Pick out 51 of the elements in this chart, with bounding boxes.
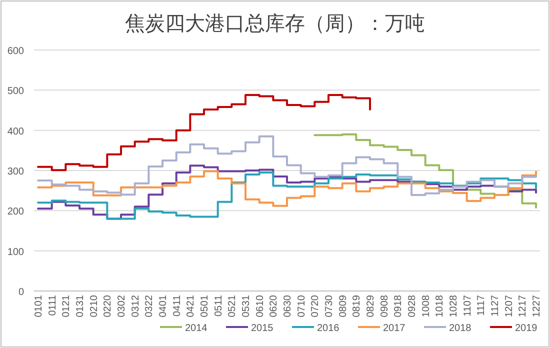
x-tick-label: 0809 — [338, 294, 349, 318]
x-tick-label: 0630 — [282, 294, 294, 318]
x-tick-label: 0511 — [213, 294, 224, 317]
x-tick-label: 0401 — [158, 294, 169, 318]
chart-title: 焦炭四大港口总库存（周）：万吨 — [125, 13, 425, 35]
x-tick-label: 1107 — [462, 294, 474, 317]
x-tick-label: 0829 — [366, 294, 376, 318]
x-tick-label: 0928 — [407, 294, 418, 318]
legend-label: 2015 — [251, 323, 274, 334]
y-tick-label: 200 — [7, 206, 24, 218]
x-tick-label: 0710 — [296, 294, 308, 318]
x-tick-label: 0101 — [34, 294, 44, 318]
x-tick-label: 1117 — [476, 294, 488, 316]
x-tick-label: 0620 — [268, 294, 280, 318]
y-tick-label: 300 — [7, 166, 24, 178]
y-tick-label: 0 — [18, 287, 24, 298]
x-tick-label: 0730 — [324, 294, 335, 318]
x-tick-label: 0610 — [254, 294, 266, 318]
x-tick-label: 0521 — [227, 294, 238, 318]
y-tick-label: 100 — [7, 246, 24, 258]
x-tick-label: 0501 — [200, 294, 210, 318]
y-tick-label: 500 — [7, 86, 24, 98]
x-tick-label: 0302 — [116, 294, 128, 318]
x-tick-label: 0819 — [352, 294, 363, 318]
x-tick-label: 0531 — [241, 294, 252, 318]
x-tick-label: 0720 — [310, 294, 322, 318]
y-tick-label: 400 — [7, 126, 24, 138]
x-tick-label: 0121 — [61, 294, 72, 318]
x-tick-label: 0111 — [47, 294, 58, 316]
x-tick-label: 0322 — [144, 294, 156, 318]
x-tick-label: 1207 — [504, 294, 515, 318]
legend-label: 2017 — [383, 323, 406, 334]
x-tick-label: 0131 — [75, 294, 86, 318]
x-tick-label: 0918 — [393, 294, 404, 318]
x-tick-label: 1018 — [434, 294, 446, 318]
legend-label: 2018 — [449, 323, 472, 334]
x-tick-label: 0312 — [130, 294, 142, 318]
x-tick-label: 0220 — [102, 294, 114, 318]
x-tick-label: 0210 — [88, 294, 100, 318]
legend-label: 2014 — [185, 323, 208, 334]
x-tick-label: 1227 — [532, 294, 542, 318]
x-tick-label: 1028 — [448, 294, 460, 318]
legend-label: 2019 — [515, 323, 538, 334]
y-tick-label: 600 — [7, 46, 24, 57]
x-tick-label: 0411 — [172, 294, 183, 317]
x-tick-label: 1217 — [518, 294, 529, 318]
x-tick-label: 0908 — [379, 294, 390, 318]
x-tick-label: 1008 — [420, 294, 432, 318]
x-tick-label: 0421 — [186, 294, 197, 318]
legend-label: 2016 — [317, 323, 340, 334]
x-tick-label: 1127 — [490, 294, 501, 317]
